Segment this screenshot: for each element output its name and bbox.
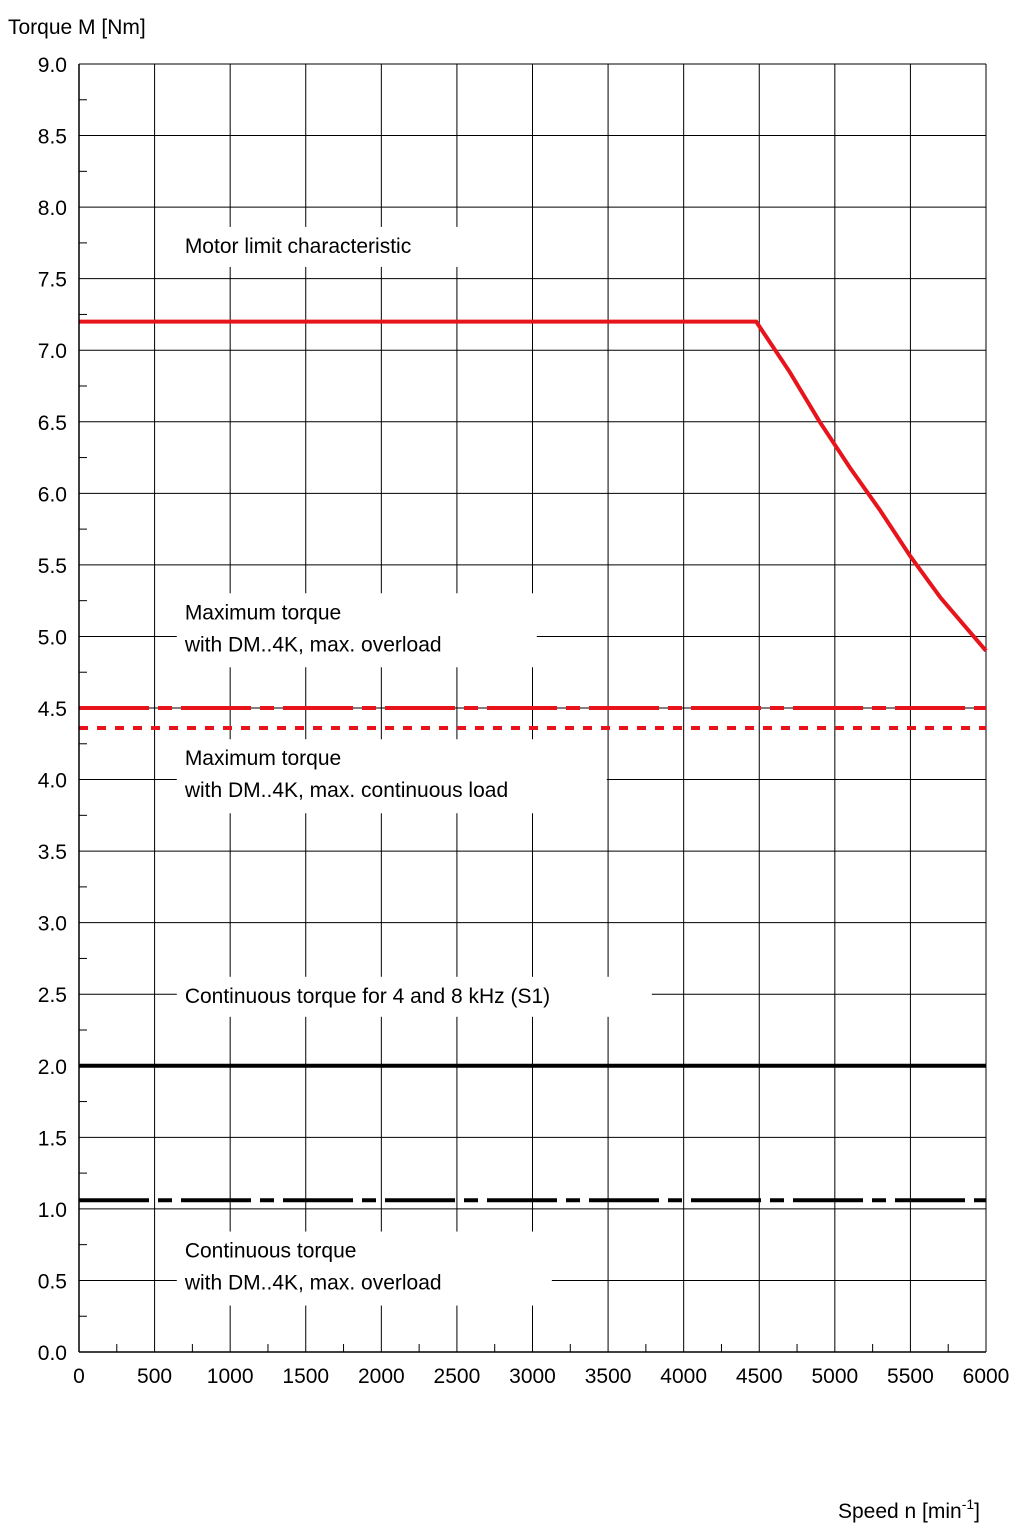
x-tick-label: 3000 (509, 1365, 556, 1388)
x-tick-label: 1000 (207, 1365, 254, 1388)
y-tick-label: 2.5 (38, 984, 67, 1007)
x-axis-title-end: ] (974, 1500, 980, 1523)
y-tick-label: 8.5 (38, 126, 67, 149)
y-tick-label: 7.5 (38, 269, 67, 292)
y-tick-label: 0.5 (38, 1270, 67, 1293)
y-tick-label: 6.0 (38, 483, 67, 506)
annotations: Motor limit characteristic Maximum torque… (184, 235, 550, 1295)
y-tick-label: 3.5 (38, 841, 67, 864)
annotation-max-torque-continuous: Maximum torque with DM..4K, max. continuo… (184, 747, 508, 802)
tick-labels: 0 500 1000 1500 2000 2500 3000 3500 4000 4500 5000… (38, 54, 1010, 1388)
annotation-motor-limit-bg (176, 226, 502, 267)
x-axis-title: Speed n [min-1] (838, 1496, 980, 1523)
annotation-motor-limit: Motor limit characteristic (185, 235, 411, 258)
y-tick-label: 5.5 (38, 555, 67, 578)
y-tick-label: 6.5 (38, 412, 67, 435)
annotation-backgrounds (176, 226, 652, 1306)
annotation-max-torque-overload-bg (176, 593, 537, 668)
motor-limit-line (79, 319, 988, 653)
y-tick-label: 1.5 (38, 1127, 67, 1150)
x-tick-label: 3500 (585, 1365, 632, 1388)
x-tick-label: 6000 (963, 1365, 1010, 1388)
x-axis-title-superscript: -1 (962, 1496, 975, 1512)
annotation-continuous-torque-overload-bg (176, 1231, 552, 1306)
annotation-continuous-torque-s1-bg (176, 976, 652, 1017)
x-tick-label: 0 (73, 1365, 85, 1388)
x-tick-label: 2500 (434, 1365, 481, 1388)
x-tick-label: 4500 (736, 1365, 783, 1388)
y-tick-label: 5.0 (38, 626, 67, 649)
x-tick-label: 4000 (660, 1365, 707, 1388)
data-series (79, 319, 988, 1203)
y-tick-label: 4.0 (38, 770, 67, 793)
y-axis-title: Torque M [Nm] (8, 16, 146, 39)
y-tick-label: 1.0 (38, 1199, 67, 1222)
x-axis-title-main: Speed n [min (838, 1500, 962, 1523)
x-tick-label: 1500 (282, 1365, 329, 1388)
y-tick-label: 3.0 (38, 913, 67, 936)
y-tick-label: 4.5 (38, 698, 67, 721)
y-tick-label: 9.0 (38, 54, 67, 77)
annotation-max-torque-overload: Maximum torque with DM..4K, max. overload (184, 601, 442, 656)
plot-area: Motor limit characteristic Maximum torque… (78, 63, 988, 1353)
y-tick-label: 0.0 (38, 1342, 67, 1365)
x-tick-label: 500 (137, 1365, 172, 1388)
y-tick-label: 7.0 (38, 340, 67, 363)
annotation-continuous-torque-overload: Continuous torque with DM..4K, max. overl… (184, 1240, 442, 1295)
y-tick-label: 2.0 (38, 1056, 67, 1079)
x-tick-label: 5000 (811, 1365, 858, 1388)
x-tick-label: 5500 (887, 1365, 934, 1388)
annotation-max-torque-continuous-bg (176, 739, 607, 814)
annotation-continuous-torque-s1: Continuous torque for 4 and 8 kHz (S1) (185, 985, 550, 1008)
axes (78, 64, 986, 1353)
x-tick-label: 2000 (358, 1365, 405, 1388)
y-tick-label: 8.0 (38, 197, 67, 220)
